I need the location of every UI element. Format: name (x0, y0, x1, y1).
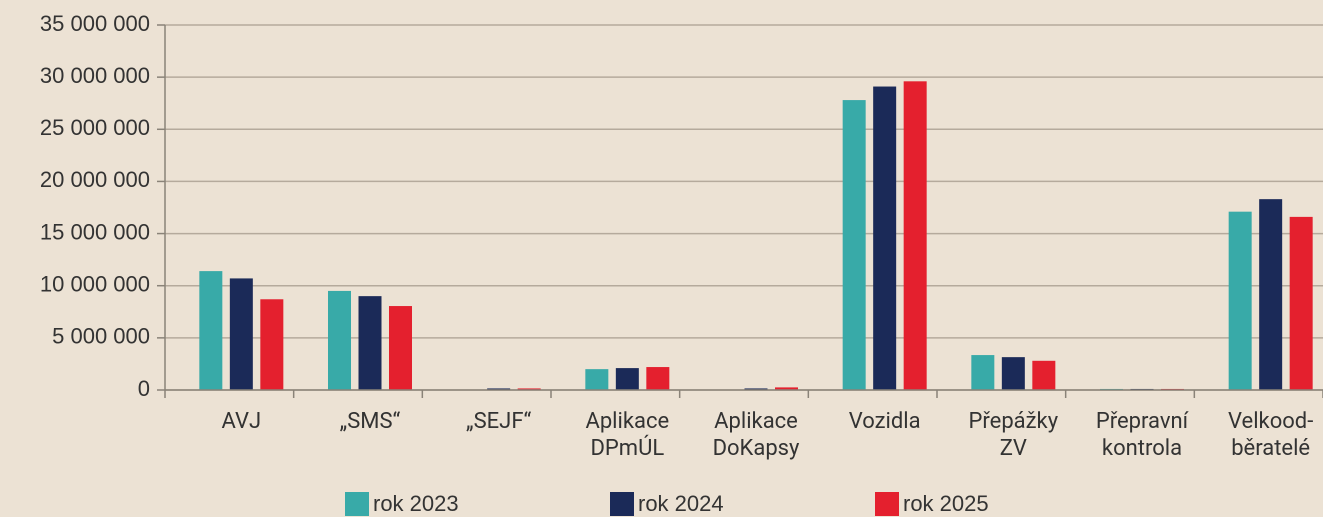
bar (260, 299, 284, 390)
bar (903, 81, 927, 391)
bar (358, 296, 382, 390)
x-tick-label: AVJ (221, 409, 262, 434)
legend-swatch (610, 492, 634, 516)
y-tick-label: 5 000 000 (52, 324, 150, 349)
bar (744, 388, 768, 390)
x-tick-label: „SMS“ (339, 409, 401, 434)
bar (615, 368, 639, 390)
bar (842, 100, 866, 390)
bar (1228, 211, 1252, 390)
y-tick-label: 15 000 000 (40, 219, 150, 244)
legend-label: rok 2025 (903, 491, 989, 516)
bar (585, 369, 609, 390)
x-tick-label: Přepážky ZV (968, 409, 1059, 461)
bar (517, 388, 541, 390)
bar (229, 278, 253, 390)
bar (646, 367, 670, 390)
y-tick-label: 25 000 000 (40, 115, 150, 140)
y-tick-label: 20 000 000 (40, 167, 150, 192)
x-tick-label: „SEJF“ (466, 409, 532, 434)
bar (1289, 216, 1313, 390)
legend-swatch (875, 492, 899, 516)
x-tick-label: Přepravní kontrola (1095, 409, 1189, 461)
x-tick-label: Vozidla (848, 409, 921, 434)
y-tick-label: 35 000 000 (40, 11, 150, 36)
bar (873, 86, 897, 391)
x-tick-label: Velkood- běratelé (1228, 409, 1314, 461)
y-tick-label: 0 (138, 376, 150, 401)
legend-label: rok 2023 (373, 491, 459, 516)
y-tick-label: 10 000 000 (40, 272, 150, 297)
bar (1032, 360, 1056, 390)
y-tick-label: 30 000 000 (40, 63, 150, 88)
bar (1259, 199, 1283, 390)
bar (971, 355, 995, 390)
bar (487, 388, 511, 390)
bar (199, 271, 223, 390)
legend-swatch (345, 492, 369, 516)
bar (1001, 357, 1025, 390)
bar (389, 306, 412, 390)
legend-label: rok 2024 (638, 491, 724, 516)
bar (775, 387, 798, 390)
x-tick-label: Aplikace DoKapsy (712, 409, 800, 461)
x-tick-label: Aplikace DPmÚL (585, 409, 670, 461)
bar (328, 290, 351, 390)
